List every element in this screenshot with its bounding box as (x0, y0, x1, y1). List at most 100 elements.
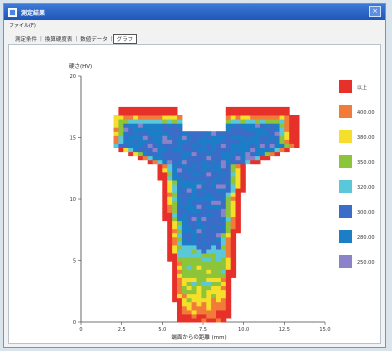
heatmap-cell (177, 285, 183, 291)
heatmap-cell (225, 179, 232, 185)
heatmap-cell (191, 240, 197, 246)
heatmap-cell (269, 131, 276, 136)
heatmap-cell (211, 285, 217, 291)
heatmap-cell (162, 147, 168, 153)
heatmap-cell (220, 240, 227, 246)
heatmap-cell (162, 192, 168, 197)
heatmap-cell (167, 232, 173, 238)
heatmap-cell (220, 131, 227, 136)
heatmap-cell (269, 147, 276, 153)
heatmap-cell (186, 204, 193, 209)
title-bar: 測定結果 × (4, 4, 385, 20)
tab-numeric-data[interactable]: 数値データ (80, 37, 108, 43)
heatmap-cell (162, 155, 168, 161)
heatmap-cell (133, 119, 139, 124)
heatmap-cell (225, 175, 232, 181)
heatmap-cell (279, 123, 285, 128)
heatmap-cell (245, 131, 251, 136)
close-icon[interactable]: × (369, 6, 381, 17)
heatmap-cell (191, 257, 197, 262)
heatmap-cell (191, 143, 197, 148)
heatmap-cell (162, 184, 168, 189)
heatmap-cell (259, 135, 266, 140)
heatmap-cell (201, 224, 207, 230)
heatmap-cell (191, 196, 197, 201)
heatmap-cell (142, 143, 149, 148)
heatmap-cell (162, 204, 168, 209)
heatmap-cell (157, 143, 163, 148)
heatmap-cell (216, 147, 222, 153)
heatmap-cells (113, 106, 300, 323)
heatmap-cell (220, 192, 227, 197)
heatmap-cell (274, 151, 280, 157)
heatmap-cell (206, 159, 212, 165)
heatmap-cell (172, 216, 178, 222)
heatmap-cell (235, 167, 241, 173)
y-tick-label: 5 (73, 259, 76, 265)
heatmap-cell (225, 265, 232, 270)
tab-graph[interactable]: グラフ (112, 34, 138, 44)
heatmap-cell (225, 236, 232, 242)
y-tick-label: 10 (70, 197, 76, 203)
heatmap-cell (235, 179, 241, 185)
heatmap-cell (181, 175, 188, 181)
heatmap-cell (216, 265, 222, 270)
heatmap-cell (177, 196, 183, 201)
tab-measurement-conditions[interactable]: 測定条件 (15, 37, 38, 43)
heatmap-cell (259, 127, 266, 132)
heatmap-cell (181, 171, 188, 177)
heatmap-cell (147, 147, 154, 153)
legend-swatch (339, 230, 352, 243)
heatmap-cell (216, 171, 222, 177)
heatmap-cell (181, 184, 188, 189)
heatmap-cell (211, 240, 217, 246)
heatmap-cell (113, 119, 119, 124)
heatmap-cell (157, 123, 163, 128)
x-tick-label: 15.0 (319, 327, 330, 333)
heatmap-cell (211, 220, 217, 226)
heatmap-cell (201, 167, 207, 173)
heatmap-cell (245, 159, 251, 165)
heatmap-cell (201, 147, 207, 153)
heatmap-cell (216, 220, 222, 226)
heatmap-cell (196, 293, 202, 299)
heatmap-cell (147, 119, 154, 124)
heatmap-cell (245, 151, 251, 157)
heatmap-cell (196, 309, 202, 315)
heatmap-cell (181, 273, 188, 278)
heatmap-cell (167, 115, 173, 120)
heatmap-cell (220, 224, 227, 230)
heatmap-cell (201, 273, 207, 278)
heatmap-cell (118, 131, 124, 136)
heatmap-cell (167, 110, 173, 116)
heatmap-cell (133, 135, 139, 140)
heatmap-cell (211, 273, 217, 278)
heatmap-cell (177, 289, 183, 295)
heatmap-cell (191, 236, 197, 242)
heatmap-cell (172, 293, 178, 299)
tab-hardness-table[interactable]: 換算硬度表 (44, 37, 73, 43)
heatmap-cell (240, 123, 246, 128)
heatmap-cell (216, 224, 222, 230)
heatmap-cell (172, 151, 178, 157)
heatmap-cell (181, 240, 188, 246)
heatmap-cell (201, 151, 207, 157)
heatmap-cell (177, 236, 183, 242)
heatmap-cell (211, 200, 217, 205)
heatmap-cell (191, 228, 197, 234)
heatmap-cell (147, 151, 154, 157)
heatmap-cell (157, 139, 163, 144)
heatmap-cell (211, 297, 217, 303)
heatmap-cell (250, 147, 256, 153)
heatmap-cell (225, 269, 232, 274)
heatmap-cell (201, 257, 207, 262)
heatmap-cell (186, 175, 193, 181)
menu-file[interactable]: ファイル(F) (9, 23, 36, 29)
y-tick-label: 20 (70, 74, 76, 80)
heatmap-cell (177, 147, 183, 153)
heatmap-cell (269, 143, 276, 148)
heatmap-cell (181, 131, 188, 136)
legend-label: 250.00 (357, 260, 375, 266)
heatmap-cell (201, 265, 207, 270)
heatmap-cell (186, 179, 193, 185)
